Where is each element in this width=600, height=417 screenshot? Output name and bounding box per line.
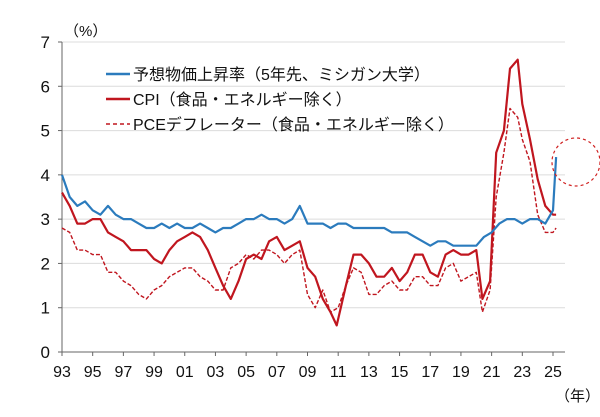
- legend-label-0: 予想物価上昇率（5年先、ミシガン大学）: [133, 66, 430, 84]
- highlight-circle: [551, 137, 600, 187]
- x-tick-label: 09: [299, 364, 317, 381]
- x-tick-label: 15: [391, 364, 409, 381]
- series-lines: [60, 58, 558, 327]
- x-tick-label: 11: [330, 364, 347, 381]
- y-tick-label: 4: [41, 166, 50, 185]
- gridlines: [62, 41, 565, 309]
- legend-label-1: CPI（食品・エネルギー除く）: [133, 91, 352, 109]
- x-tick-label: 23: [513, 364, 531, 381]
- x-tick-label: 03: [207, 364, 225, 381]
- y-tick-label: 5: [41, 122, 50, 141]
- x-tick-label: 93: [53, 364, 71, 381]
- series-line-1: [61, 58, 557, 327]
- legend-label-2: PCEデフレーター（食品・エネルギー除く）: [133, 115, 454, 134]
- x-tick-label: 01: [176, 364, 194, 381]
- x-tick-label: 21: [483, 364, 501, 381]
- series-line-2: [61, 107, 557, 313]
- y-tick-label: 0: [41, 343, 50, 362]
- x-tick-label: 25: [544, 364, 562, 381]
- x-tick-label: 13: [360, 364, 378, 381]
- y-tick-label: 3: [41, 210, 50, 229]
- x-tick-label: 05: [237, 364, 255, 381]
- y-tick-label: 1: [41, 299, 50, 318]
- series-line-0: [60, 157, 558, 247]
- y-tick-label: 6: [41, 77, 50, 96]
- y-tick-label: 2: [41, 254, 50, 273]
- legend: 予想物価上昇率（5年先、ミシガン大学） CPI（食品・エネルギー除く） PCEデフレ…: [106, 66, 454, 134]
- x-tick-label: 99: [145, 364, 163, 381]
- x-tick-label: 17: [421, 364, 439, 381]
- x-tick-label: 97: [114, 364, 132, 381]
- x-tick-label: 95: [84, 364, 102, 381]
- y-axis-unit: （%）: [64, 23, 107, 40]
- x-tick-label: 07: [268, 364, 286, 381]
- x-tick-label: 19: [452, 364, 470, 381]
- y-tick-label: 7: [41, 33, 50, 52]
- x-axis-unit: （年）: [555, 388, 600, 405]
